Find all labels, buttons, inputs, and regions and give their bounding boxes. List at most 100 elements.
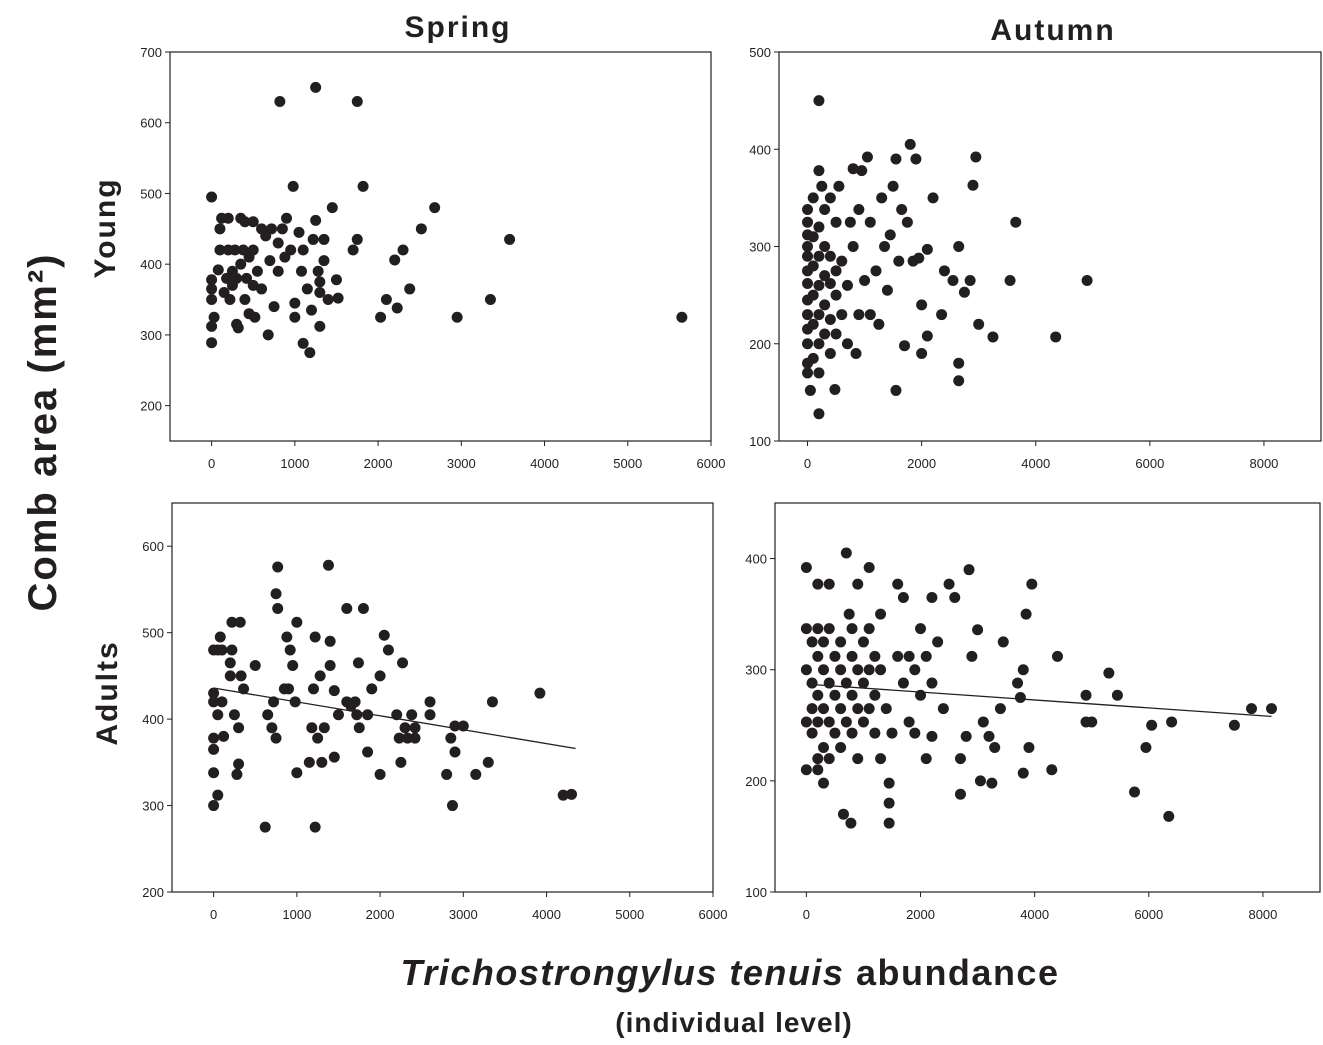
point	[813, 250, 825, 262]
point	[819, 204, 831, 216]
point	[966, 650, 978, 662]
point	[816, 180, 828, 192]
point	[846, 650, 858, 662]
point	[880, 703, 892, 715]
point	[1026, 578, 1038, 590]
point	[800, 664, 812, 676]
point	[378, 629, 390, 641]
point	[247, 244, 259, 256]
x-tick-label: 8000	[1248, 907, 1277, 922]
point	[920, 753, 932, 765]
point	[835, 664, 847, 676]
point	[357, 602, 369, 614]
point	[1014, 692, 1026, 703]
point	[812, 764, 824, 776]
point	[272, 602, 284, 614]
point	[927, 192, 939, 204]
point	[824, 347, 836, 359]
point	[309, 631, 321, 643]
point	[312, 732, 324, 744]
point	[314, 286, 326, 298]
point	[903, 716, 915, 728]
point	[322, 294, 334, 306]
point	[883, 817, 895, 829]
point	[287, 660, 299, 672]
point	[943, 578, 955, 590]
point	[406, 709, 418, 721]
point	[281, 631, 293, 643]
point	[353, 722, 365, 734]
point	[324, 660, 336, 672]
point	[883, 797, 895, 809]
point	[812, 716, 824, 728]
point	[893, 255, 905, 267]
point	[1166, 716, 1178, 728]
point	[846, 689, 858, 701]
point	[451, 311, 463, 323]
point	[208, 743, 220, 755]
point	[850, 347, 862, 359]
column-title: Spring	[405, 11, 512, 44]
point	[806, 677, 818, 689]
point	[926, 591, 938, 603]
point	[1010, 216, 1022, 228]
point	[881, 284, 893, 296]
point	[268, 301, 280, 313]
point	[241, 272, 253, 284]
point	[208, 732, 220, 744]
x-tick-label: 4000	[532, 907, 561, 922]
point	[800, 561, 812, 573]
point	[824, 313, 836, 325]
point	[375, 311, 387, 323]
point	[802, 367, 814, 379]
point	[892, 578, 904, 590]
point	[913, 252, 925, 264]
point	[382, 644, 394, 656]
point	[347, 244, 359, 256]
y-tick-label: 700	[140, 45, 162, 60]
point	[954, 753, 966, 765]
point	[486, 696, 498, 708]
point	[206, 337, 218, 349]
point	[830, 216, 842, 228]
point	[247, 216, 259, 228]
point	[812, 650, 824, 662]
point	[836, 309, 848, 321]
point	[283, 683, 295, 695]
point	[238, 683, 250, 695]
point	[291, 767, 303, 779]
point	[1004, 275, 1016, 287]
x-tick-label: 0	[208, 456, 215, 471]
point	[306, 722, 318, 734]
point	[1265, 703, 1277, 715]
point	[1246, 703, 1258, 715]
point	[987, 331, 999, 343]
point	[397, 244, 409, 256]
x-tick-label: 0	[210, 907, 217, 922]
point	[395, 756, 407, 768]
x-tick-label: 3000	[449, 907, 478, 922]
point	[869, 650, 881, 662]
point	[836, 255, 848, 267]
point	[859, 275, 871, 287]
y-tick-label: 100	[749, 434, 771, 449]
point	[974, 775, 986, 787]
point	[1163, 810, 1175, 822]
point	[857, 636, 869, 648]
point	[812, 623, 824, 635]
point	[208, 311, 220, 323]
point	[1140, 742, 1152, 754]
point	[899, 340, 911, 352]
point	[813, 279, 825, 291]
point	[819, 299, 831, 311]
point	[534, 687, 546, 699]
point	[1050, 331, 1062, 343]
point	[813, 221, 825, 233]
point	[829, 727, 841, 739]
point	[296, 265, 308, 277]
point	[963, 564, 975, 576]
point	[445, 732, 457, 744]
point	[305, 304, 317, 316]
point	[863, 703, 875, 715]
point	[937, 703, 949, 715]
